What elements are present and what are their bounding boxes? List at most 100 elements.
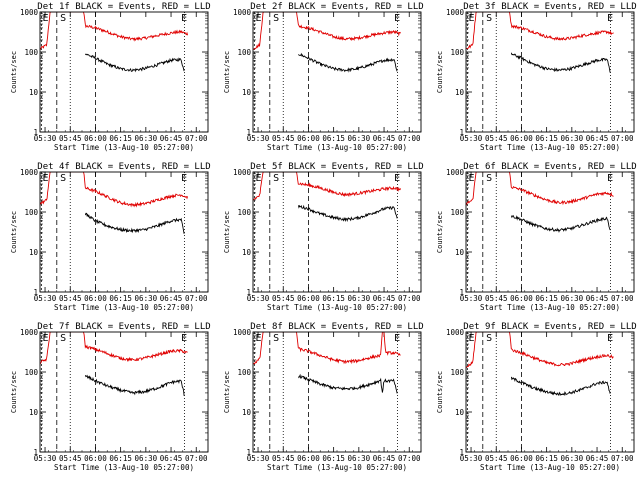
marker-label: E bbox=[256, 333, 262, 344]
panel-9: Det 9f BLACK = Events, RED = LLD 1 10 100 10… bbox=[436, 322, 637, 472]
marker-label: E bbox=[394, 333, 400, 344]
y-axis-label: Counts/sec bbox=[436, 211, 444, 253]
x-tick-label: 05:45 bbox=[485, 294, 508, 303]
x-tick-label: 06:00 bbox=[297, 294, 320, 303]
x-axis-label: Start Time (13-Aug-10 05:27:00) bbox=[480, 463, 620, 472]
marker-label: E bbox=[469, 173, 475, 184]
panel-title: Det 5f BLACK = Events, RED = LLD bbox=[250, 162, 423, 172]
x-tick-label: 05:30 bbox=[247, 134, 270, 143]
x-tick-label: 07:00 bbox=[398, 294, 421, 303]
x-tick-label: 06:30 bbox=[561, 134, 584, 143]
y-tick-label: 100 bbox=[237, 48, 251, 57]
x-tick-label: 05:30 bbox=[460, 134, 483, 143]
events-series-line bbox=[510, 214, 611, 233]
x-tick-label: 05:45 bbox=[59, 294, 82, 303]
marker-label: E bbox=[181, 333, 187, 344]
marker-label: S bbox=[486, 333, 492, 344]
marker-label: S bbox=[60, 13, 66, 24]
marker-label: E bbox=[256, 173, 262, 184]
x-tick-label: 06:00 bbox=[297, 134, 320, 143]
x-tick-label: 06:15 bbox=[535, 454, 558, 463]
x-tick-label: 06:15 bbox=[109, 454, 132, 463]
y-tick-label: 10 bbox=[455, 248, 465, 257]
marker-label: S bbox=[486, 173, 492, 184]
marker-label: E bbox=[394, 173, 400, 184]
panel-title: Det 7f BLACK = Events, RED = LLD bbox=[37, 322, 210, 332]
x-tick-label: 05:45 bbox=[59, 134, 82, 143]
y-tick-label: 10 bbox=[455, 88, 465, 97]
y-tick-label: 100 bbox=[237, 208, 251, 217]
x-tick-label: 06:30 bbox=[561, 294, 584, 303]
x-tick-label: 05:45 bbox=[59, 454, 82, 463]
marker-label: E bbox=[43, 173, 49, 184]
plot-area bbox=[466, 332, 614, 396]
x-axis-label: Start Time (13-Aug-10 05:27:00) bbox=[267, 303, 407, 312]
plot-area bbox=[466, 12, 614, 73]
marker-label: E bbox=[394, 13, 400, 24]
y-tick-label: 10 bbox=[455, 408, 465, 417]
x-tick-label: 06:45 bbox=[160, 134, 183, 143]
y-tick-label: 1000 bbox=[20, 168, 39, 177]
panel-title: Det 4f BLACK = Events, RED = LLD bbox=[37, 162, 210, 172]
y-tick-label: 10 bbox=[242, 88, 252, 97]
x-tick-label: 06:15 bbox=[535, 294, 558, 303]
y-axis-label: Counts/sec bbox=[223, 371, 231, 413]
y-tick-label: 1000 bbox=[20, 328, 39, 337]
events-series-line bbox=[298, 373, 398, 394]
y-axis-label: Counts/sec bbox=[223, 51, 231, 93]
y-tick-label: 10 bbox=[242, 408, 252, 417]
y-tick-label: 1 bbox=[246, 448, 251, 457]
x-tick-label: 06:00 bbox=[84, 454, 107, 463]
x-tick-label: 06:30 bbox=[135, 134, 158, 143]
x-axis-label: Start Time (13-Aug-10 05:27:00) bbox=[54, 143, 194, 152]
events-series-line bbox=[298, 52, 398, 73]
events-series-line bbox=[510, 52, 611, 73]
events-series-line bbox=[510, 376, 611, 396]
x-tick-label: 06:45 bbox=[586, 454, 609, 463]
plot-frame bbox=[465, 331, 635, 453]
marker-label: E bbox=[469, 333, 475, 344]
x-tick-label: 06:15 bbox=[322, 134, 345, 143]
y-tick-label: 1 bbox=[246, 288, 251, 297]
y-tick-label: 1000 bbox=[233, 168, 252, 177]
marker-label: S bbox=[273, 13, 279, 24]
plot-frame bbox=[39, 171, 209, 293]
x-tick-label: 05:30 bbox=[34, 134, 57, 143]
x-tick-label: 07:00 bbox=[611, 294, 634, 303]
panel-3: Det 3f BLACK = Events, RED = LLD 1 10 100 10… bbox=[436, 2, 637, 152]
y-tick-label: 100 bbox=[24, 48, 38, 57]
x-tick-label: 06:00 bbox=[84, 294, 107, 303]
x-tick-label: 05:45 bbox=[485, 454, 508, 463]
x-tick-label: 07:00 bbox=[611, 134, 634, 143]
plot-frame bbox=[39, 331, 209, 453]
x-tick-label: 06:45 bbox=[373, 454, 396, 463]
x-tick-label: 05:45 bbox=[272, 454, 295, 463]
x-tick-label: 07:00 bbox=[185, 294, 208, 303]
y-tick-label: 1 bbox=[33, 128, 38, 137]
x-tick-label: 06:15 bbox=[109, 134, 132, 143]
x-tick-label: 06:45 bbox=[160, 294, 183, 303]
marker-label: E bbox=[43, 13, 49, 24]
marker-label: S bbox=[486, 13, 492, 24]
x-tick-label: 05:30 bbox=[460, 454, 483, 463]
y-tick-label: 1000 bbox=[233, 8, 252, 17]
lld-series-line bbox=[253, 172, 402, 201]
x-tick-label: 05:45 bbox=[272, 294, 295, 303]
y-tick-label: 10 bbox=[29, 88, 39, 97]
marker-label: E bbox=[43, 333, 49, 344]
x-tick-label: 05:30 bbox=[460, 294, 483, 303]
marker-label: E bbox=[607, 13, 613, 24]
marker-label: E bbox=[469, 13, 475, 24]
y-tick-label: 100 bbox=[24, 208, 38, 217]
lld-series-line bbox=[40, 172, 189, 208]
y-tick-label: 1 bbox=[33, 288, 38, 297]
plot-frame bbox=[465, 171, 635, 293]
x-tick-label: 06:30 bbox=[561, 454, 584, 463]
y-axis-label: Counts/sec bbox=[10, 371, 18, 413]
plot-frame bbox=[252, 331, 422, 453]
x-tick-label: 07:00 bbox=[398, 454, 421, 463]
lld-series-line bbox=[466, 332, 614, 369]
panel-title: Det 2f BLACK = Events, RED = LLD bbox=[250, 2, 423, 12]
y-tick-label: 10 bbox=[242, 248, 252, 257]
x-axis-label: Start Time (13-Aug-10 05:27:00) bbox=[267, 143, 407, 152]
